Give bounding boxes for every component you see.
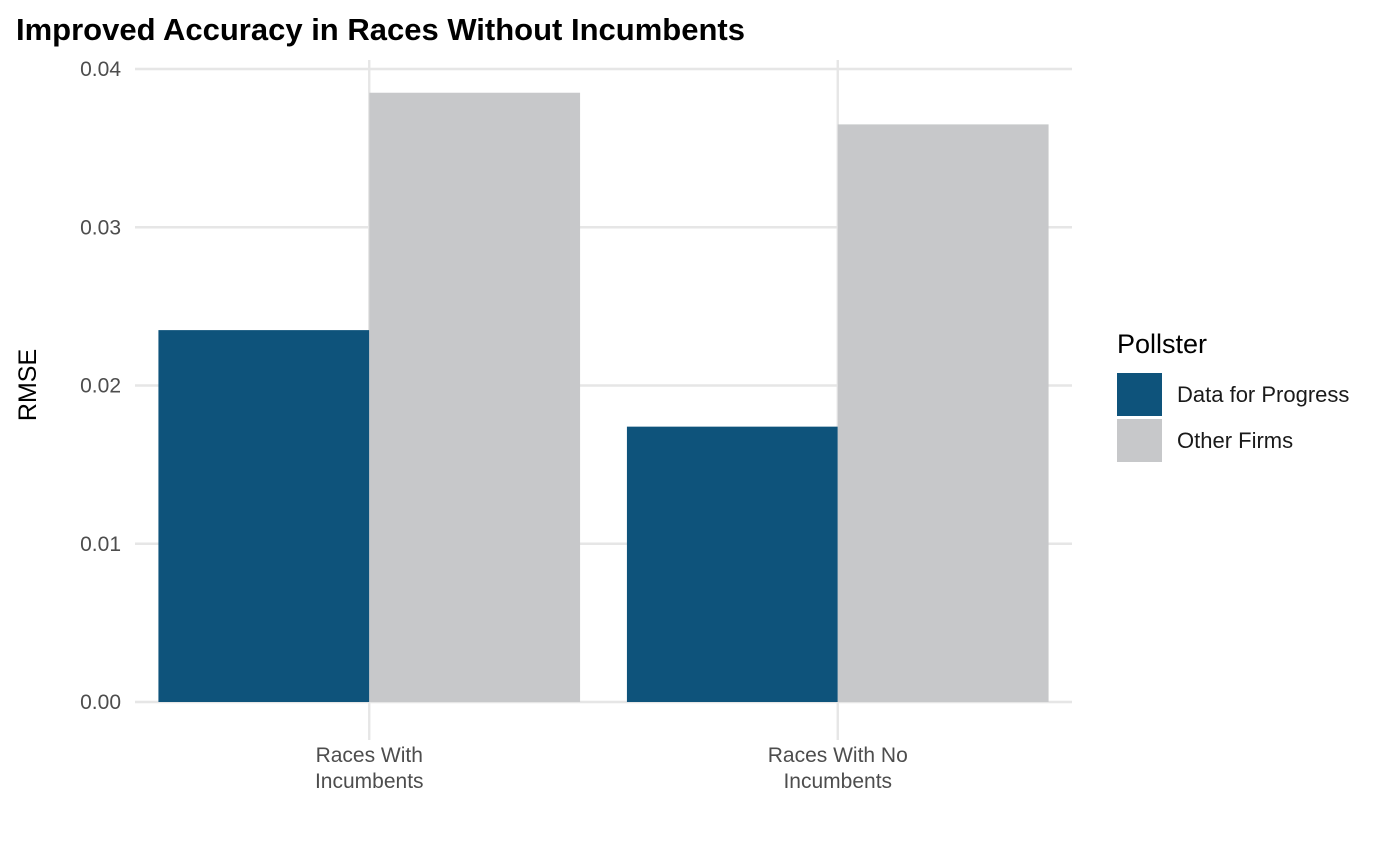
bar-other-firms	[369, 92, 581, 703]
y-tick-label: 0.02	[80, 375, 121, 398]
y-tick-label: 0.00	[80, 691, 121, 714]
x-axis-ticks: Races With Incumbents Races With No Incumbe…	[315, 744, 908, 793]
legend-label: Other Firms	[1177, 428, 1293, 453]
bar-data-for-progress	[626, 426, 838, 702]
y-tick-label: 0.04	[80, 58, 121, 81]
legend: Pollster Data for Progress Other Firms	[1117, 329, 1349, 462]
legend-label: Data for Progress	[1177, 382, 1349, 407]
y-axis-ticks: 0.00 0.01 0.02 0.03 0.04	[80, 58, 121, 714]
x-tick-label: Races With Incumbents	[315, 744, 424, 793]
legend-key	[1117, 373, 1162, 416]
legend-items: Data for Progress Other Firms	[1117, 373, 1349, 462]
bars	[158, 92, 1049, 703]
bar-data-for-progress	[158, 330, 370, 702]
y-tick-label: 0.01	[80, 533, 121, 556]
y-axis-title: RMSE	[14, 349, 42, 421]
chart-title: Improved Accuracy in Races Without Incum…	[16, 12, 745, 47]
legend-key	[1117, 419, 1162, 462]
y-tick-label: 0.03	[80, 216, 121, 239]
legend-title: Pollster	[1117, 329, 1207, 359]
bar-other-firms	[837, 124, 1049, 702]
x-tick-label: Races With No Incumbents	[768, 744, 908, 793]
